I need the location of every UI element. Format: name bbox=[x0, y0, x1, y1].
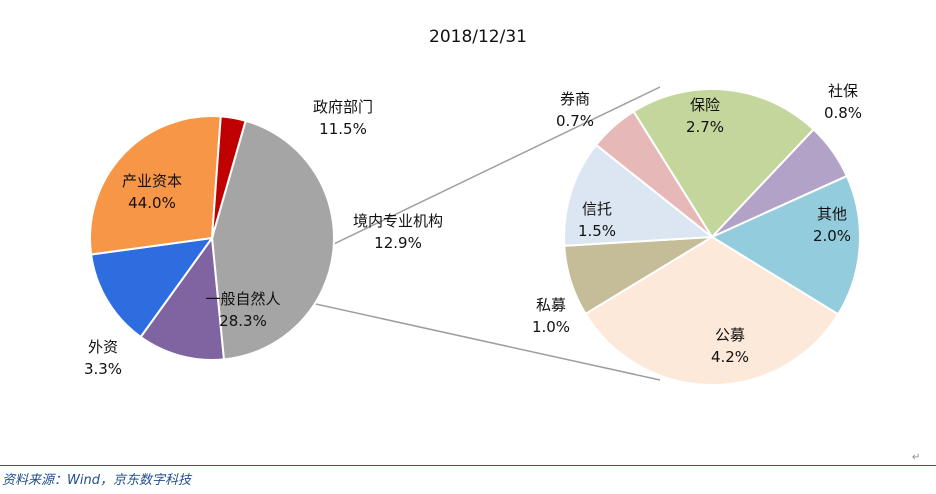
secondary-slice-label-6: 信托 bbox=[582, 200, 612, 218]
main-slice-value-3: 12.9% bbox=[374, 234, 422, 252]
secondary-pie bbox=[563, 88, 861, 387]
main-pie bbox=[89, 115, 335, 361]
secondary-slice-label-2: 社保 bbox=[828, 82, 858, 100]
secondary-slice-value-3: 2.0% bbox=[813, 227, 851, 245]
secondary-slice-value-4: 4.2% bbox=[711, 348, 749, 366]
secondary-slice-value-6: 1.5% bbox=[578, 222, 616, 240]
secondary-slice-value-5: 1.0% bbox=[532, 318, 570, 336]
secondary-slice-label-3: 其他 bbox=[817, 205, 847, 223]
secondary-slice-label-7: 券商 bbox=[560, 90, 590, 108]
chart-title: 2018/12/31 bbox=[429, 27, 527, 47]
footer-divider bbox=[0, 465, 936, 466]
main-slice-4 bbox=[89, 115, 222, 256]
main-slice-2 bbox=[139, 235, 226, 361]
main-slice-value-5: 3.3% bbox=[84, 360, 122, 378]
main-slice-3 bbox=[89, 236, 215, 339]
secondary-slice-value-1: 2.7% bbox=[686, 118, 724, 136]
source-note: 资料来源：Wind，京东数字科技 bbox=[2, 473, 191, 488]
main-slice-label-4: 一般自然人 bbox=[205, 290, 280, 308]
secondary-slice-7 bbox=[594, 110, 713, 238]
main-slice-label-2: 政府部门 bbox=[313, 98, 373, 116]
secondary-slice-value-2: 0.8% bbox=[824, 104, 862, 122]
secondary-slice-label-5: 私募 bbox=[536, 296, 566, 314]
secondary-slice-3 bbox=[709, 174, 861, 316]
main-slice-value-1: 44.0% bbox=[128, 194, 176, 212]
secondary-slice-value-7: 0.7% bbox=[556, 112, 594, 130]
main-slice-5 bbox=[211, 115, 247, 239]
secondary-slice-1 bbox=[632, 88, 816, 239]
secondary-slice-6 bbox=[563, 143, 715, 247]
secondary-slice-label-1: 保险 bbox=[690, 96, 720, 114]
main-slice-label-1: 产业资本 bbox=[122, 172, 182, 190]
main-slice-label-5: 外资 bbox=[88, 338, 118, 356]
main-slice-1 bbox=[210, 119, 335, 361]
paragraph-mark: ↵ bbox=[912, 452, 921, 463]
main-slice-value-4: 28.3% bbox=[219, 312, 267, 330]
main-slice-label-3: 境内专业机构 bbox=[353, 212, 443, 230]
main-slice-value-2: 11.5% bbox=[319, 120, 367, 138]
slice-labels: 产业资本 44.0% 政府部门 11.5% 境内专业机构 12.9% 一般自然人 28.3% 外… bbox=[84, 82, 862, 378]
secondary-slice-4 bbox=[584, 235, 840, 387]
pie-of-pie-chart: 2018/12/31 产业资本 44.0% 政府部门 11.5% 境内专业机构 12.9%… bbox=[84, 27, 862, 387]
secondary-slice-label-4: 公募 bbox=[715, 326, 745, 344]
